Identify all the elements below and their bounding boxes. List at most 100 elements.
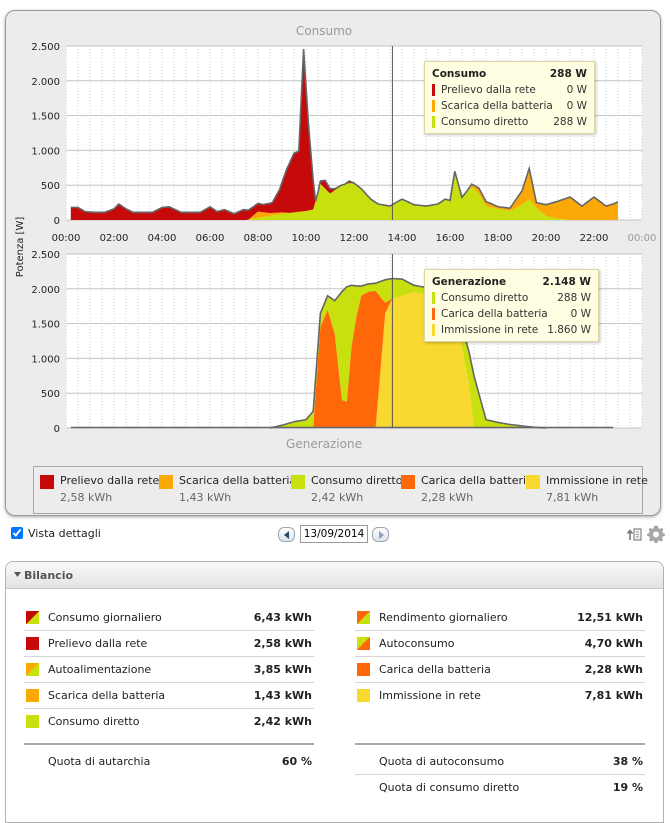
bilancio-separator: [355, 743, 645, 745]
tooltip-consumo: Consumo 288 W Prelievo dalla rete 0 W Sc…: [424, 61, 595, 134]
legend-swatch: [526, 475, 540, 489]
bilancio-label: Carica della batteria: [379, 663, 491, 676]
series-color-swatch: [432, 292, 435, 304]
chart-legend: Prelievo dalla rete 2,58 kWh Scarica del…: [33, 466, 648, 514]
total-outline: [70, 49, 619, 215]
tooltip-row-label: Consumo diretto: [441, 292, 529, 304]
chart-toolbar: Vista dettagli: [0, 522, 670, 546]
chart-title-consumo: Consumo: [296, 24, 352, 38]
bilancio-swatch: [26, 663, 39, 676]
y-tick-label: 1.500: [31, 320, 60, 331]
x-tick-label: 22:00: [580, 233, 609, 244]
bilancio-label: Autoalimentazione: [48, 663, 152, 676]
bilancio-row-quota-autarchia: Quota di autarchia 60 %: [24, 749, 314, 775]
arrow-left-icon: [284, 531, 289, 539]
bilancio-swatch: [357, 637, 370, 650]
bilancio-value: 12,51 kWh: [577, 611, 643, 624]
collapse-arrow-icon[interactable]: [14, 572, 21, 578]
x-tick-label: 00:00: [52, 233, 81, 244]
bilancio-right-column: Rendimento giornaliero 12,51 kWh Autocon…: [355, 605, 645, 801]
gear-icon[interactable]: [646, 524, 666, 544]
y-tick-label: 1.500: [31, 112, 60, 123]
export-icon[interactable]: [626, 525, 644, 543]
bilancio-swatch: [26, 715, 39, 728]
y-tick-label: 2.500: [31, 250, 60, 261]
bilancio-swatch: [26, 637, 39, 650]
y-tick-label: 2.000: [31, 77, 60, 88]
legend-swatch: [291, 475, 305, 489]
legend-label: Consumo diretto: [311, 474, 403, 487]
y-tick-label: 2.500: [31, 42, 60, 53]
tooltip-row-label: Immissione in rete: [441, 324, 539, 336]
area-consumo-diretto: [270, 278, 546, 428]
series-color-swatch: [432, 324, 435, 336]
x-tick-label: 00:00: [628, 233, 657, 244]
bilancio-header[interactable]: Bilancio: [6, 562, 663, 589]
x-tick-label: 12:00: [340, 233, 369, 244]
tooltip-row-value: 0 W: [566, 100, 587, 112]
y-tick-label: 0: [54, 424, 60, 435]
tooltip-row-value: 0 W: [566, 84, 587, 96]
legend-swatch: [40, 475, 54, 489]
area-immissione: [270, 292, 546, 428]
tooltip-row-label: Carica della batteria: [441, 308, 548, 320]
legend-label: Immissione in rete: [546, 474, 648, 487]
bilancio-row-consumo-giornaliero: Consumo giornaliero 6,43 kWh: [24, 605, 314, 631]
legend-swatch: [401, 475, 415, 489]
tooltip-title: Consumo: [432, 68, 487, 80]
bilancio-label: Rendimento giornaliero: [379, 611, 508, 624]
bilancio-value: 38 %: [612, 755, 643, 768]
x-tick-label: 08:00: [244, 233, 273, 244]
bilancio-label: Consumo giornaliero: [48, 611, 162, 624]
y-axis-label: Potenza [W]: [15, 217, 26, 278]
legend-value: 1,43 kWh: [179, 491, 232, 504]
bilancio-title: Bilancio: [24, 569, 74, 582]
y-tick-label: 500: [41, 389, 60, 400]
series-color-swatch: [432, 116, 435, 128]
bilancio-label: Quota di autarchia: [48, 755, 151, 768]
legend-value: 7,81 kWh: [546, 491, 599, 504]
energy-chart-panel: Consumo 0 500 1.000 1.500 2.000 2.500 00:00 02:…: [5, 10, 661, 516]
x-tick-label: 18:00: [484, 233, 513, 244]
bilancio-panel: Bilancio Consumo giornaliero 6,43 kWh Pr…: [5, 561, 664, 823]
bilancio-swatch: [26, 689, 39, 702]
tooltip-row: Consumo diretto 288 W: [432, 114, 587, 130]
next-day-button[interactable]: [372, 527, 389, 542]
previous-day-button[interactable]: [278, 527, 295, 542]
tooltip-row-value: 0 W: [570, 308, 591, 320]
bilancio-label: Quota di consumo diretto: [379, 781, 520, 794]
bilancio-value: 4,70 kWh: [584, 637, 643, 650]
bilancio-row-scarica: Scarica della batteria 1,43 kWh: [24, 683, 314, 709]
bilancio-value: 2,42 kWh: [253, 715, 312, 728]
bilancio-label: Quota di autoconsumo: [379, 755, 505, 768]
x-tick-label: 04:00: [148, 233, 177, 244]
tooltip-title: Generazione: [432, 276, 507, 288]
bilancio-value: 6,43 kWh: [253, 611, 312, 624]
tooltip-row: Carica della batteria 0 W: [432, 306, 591, 322]
tooltip-row-value: 288 W: [557, 292, 591, 304]
chart-title-generazione: Generazione: [286, 437, 362, 451]
bilancio-label: Scarica della batteria: [48, 689, 166, 702]
series-color-swatch: [432, 308, 435, 320]
tooltip-row-value: 1.860 W: [547, 324, 591, 336]
vista-dettagli-label[interactable]: Vista dettagli: [28, 527, 101, 540]
bilancio-row-autoalimentazione: Autoalimentazione 3,85 kWh: [24, 657, 314, 683]
x-tick-label: 06:00: [196, 233, 225, 244]
tooltip-row-label: Prelievo dalla rete: [441, 84, 536, 96]
legend-value: 2,58 kWh: [60, 491, 113, 504]
bilancio-label: Prelievo dalla rete: [48, 637, 148, 650]
bilancio-left-column: Consumo giornaliero 6,43 kWh Prelievo da…: [24, 605, 314, 775]
date-field[interactable]: [300, 525, 368, 543]
tooltip-generazione: Generazione 2.148 W Consumo diretto 288 …: [424, 269, 599, 342]
legend-label: Prelievo dalla rete: [60, 474, 160, 487]
bilancio-value: 19 %: [612, 781, 643, 794]
bilancio-row-rendimento: Rendimento giornaliero 12,51 kWh: [355, 605, 645, 631]
x-tick-label: 20:00: [532, 233, 561, 244]
tooltip-total: 288 W: [549, 68, 587, 80]
area-carica: [270, 290, 546, 428]
vista-dettagli-checkbox[interactable]: [11, 527, 23, 539]
bilancio-row-quota-autoconsumo: Quota di autoconsumo 38 %: [355, 749, 645, 775]
bilancio-row-quota-consumo-diretto: Quota di consumo diretto 19 %: [355, 775, 645, 801]
legend-swatch: [159, 475, 173, 489]
y-tick-label: 0: [54, 216, 60, 227]
